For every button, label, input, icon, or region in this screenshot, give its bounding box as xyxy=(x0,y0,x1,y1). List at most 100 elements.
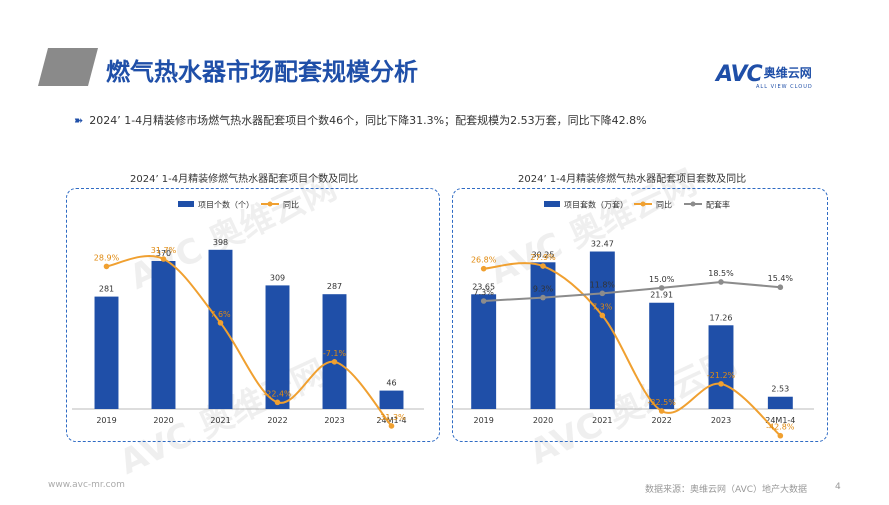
x-tick-label: 2022 xyxy=(267,416,287,425)
title-accent-shape xyxy=(38,48,98,86)
line-label: 9.3% xyxy=(533,285,554,294)
legend-swatch xyxy=(690,201,696,207)
x-tick-label: 2019 xyxy=(473,416,493,425)
bar-label: 281 xyxy=(99,285,114,294)
x-tick-label: 2023 xyxy=(711,416,731,425)
bar-label: 287 xyxy=(327,282,342,291)
line-point xyxy=(160,256,167,262)
line-label: -21.2% xyxy=(707,371,736,380)
line-point xyxy=(480,298,487,304)
line-label: 15.4% xyxy=(768,274,794,283)
footer-source: 数据来源：奥维云网（AVC）地产大数据 xyxy=(645,485,808,495)
line-label: 27.9% xyxy=(530,253,556,262)
bar-label: 370 xyxy=(156,249,171,258)
line-label: -32.5% xyxy=(648,398,677,407)
line-label: 31.7% xyxy=(151,246,177,255)
legend-label: 同比 xyxy=(283,200,299,210)
legend-label: 同比 xyxy=(656,200,672,210)
legend-label: 项目套数（万套） xyxy=(564,200,628,210)
chart-2-panel xyxy=(452,188,828,442)
bar-label: 2.53 xyxy=(771,385,789,394)
line-label: 28.9% xyxy=(94,253,120,262)
double-arrow-icon: ➽ xyxy=(74,114,84,127)
avc-logo: AVC 奥维云网 ALL VIEW CLOUD xyxy=(716,62,813,90)
x-tick-label: 2021 xyxy=(210,416,230,425)
line-label: 7.3% xyxy=(474,288,495,297)
line-point xyxy=(388,423,395,429)
series-line xyxy=(483,280,781,302)
x-tick-label: 2023 xyxy=(324,416,344,425)
line-label: 7.3% xyxy=(592,302,613,311)
summary-text: 2024’ 1-4月精装修市场燃气热水器配套项目个数46个，同比下降31.3%；… xyxy=(89,114,647,127)
bar xyxy=(151,261,176,409)
chart-1-title: 2024’ 1-4月精装修燃气热水器配套项目个数及同比 xyxy=(130,174,359,185)
summary-line: ➽ 2024’ 1-4月精装修市场燃气热水器配套项目个数46个，同比下降31.3%… xyxy=(74,112,647,128)
chart-1-panel xyxy=(66,188,440,442)
series-line xyxy=(483,262,782,437)
logo-cn-text: 奥维云网 xyxy=(763,66,812,80)
bar xyxy=(530,262,556,409)
line-point xyxy=(540,294,546,301)
bar-label: 30.25 xyxy=(532,250,555,259)
bar xyxy=(471,294,497,409)
logo-subtitle: ALL VIEW CLOUD xyxy=(756,84,813,90)
line-point xyxy=(217,320,224,326)
bar xyxy=(767,396,793,409)
footer-url: www.avc-mr.com xyxy=(48,480,125,490)
line-point xyxy=(718,279,724,285)
line-point xyxy=(658,408,665,414)
bar xyxy=(94,296,119,409)
line-label: 15.0% xyxy=(649,275,675,284)
line-point xyxy=(103,263,110,270)
line-point xyxy=(480,265,487,272)
line-label: 26.8% xyxy=(471,256,497,265)
legend-label: 项目个数（个） xyxy=(198,200,254,210)
x-tick-label: 2020 xyxy=(533,416,553,425)
line-label: -42.8% xyxy=(766,423,795,432)
line-point xyxy=(777,284,784,291)
line-point xyxy=(274,399,281,406)
chart-2: 项目套数（万套） 同比 配套率 23.65 2019 30.25 2020 32.47 2021… xyxy=(452,200,814,439)
bar xyxy=(322,294,347,409)
line-label: -31.3% xyxy=(377,413,406,422)
logo-main-text: AVC xyxy=(716,62,763,87)
bar xyxy=(649,302,675,409)
page-title: 燃气热水器市场配套规模分析 xyxy=(106,58,418,86)
bar xyxy=(379,390,404,409)
line-point xyxy=(599,290,606,297)
x-tick-label: 2022 xyxy=(651,416,671,425)
legend-swatch xyxy=(267,201,273,207)
line-label: 11.8% xyxy=(590,280,616,289)
x-tick-label: 2020 xyxy=(153,416,173,425)
x-tick-label: 24M1-4 xyxy=(376,416,406,425)
bar-label: 398 xyxy=(213,238,228,247)
legend-swatch xyxy=(544,201,560,207)
bar-label: 23.65 xyxy=(472,282,495,291)
bar xyxy=(708,325,734,409)
line-point xyxy=(718,381,724,387)
bar-label: 17.26 xyxy=(710,313,733,322)
bar xyxy=(208,249,233,409)
line-label: 18.5% xyxy=(708,269,734,278)
x-tick-label: 2021 xyxy=(592,416,612,425)
line-point xyxy=(658,285,665,291)
x-tick-label: 24M1-4 xyxy=(765,416,795,425)
line-point xyxy=(540,263,546,269)
legend-swatch xyxy=(178,201,194,207)
chart-1: 项目个数（个） 同比 281 2019 370 2020 398 2021 309 2022 287… xyxy=(72,200,424,429)
bar xyxy=(589,251,615,409)
chart-2-title: 2024’ 1-4月精装修燃气热水器配套项目套数及同比 xyxy=(518,174,747,185)
legend-label: 配套率 xyxy=(706,200,730,210)
page-number: 4 xyxy=(835,482,841,492)
line-label: 7.6% xyxy=(210,310,231,319)
legend-swatch xyxy=(640,201,646,207)
line-point xyxy=(599,312,606,319)
line-label: -22.4% xyxy=(263,389,292,398)
bar xyxy=(265,285,290,409)
bar-label: 32.47 xyxy=(591,240,614,249)
series-line xyxy=(106,255,393,427)
line-label: -7.1% xyxy=(323,349,347,358)
line-point xyxy=(331,359,338,365)
bar-label: 309 xyxy=(270,273,285,282)
bar-label: 46 xyxy=(386,379,396,388)
